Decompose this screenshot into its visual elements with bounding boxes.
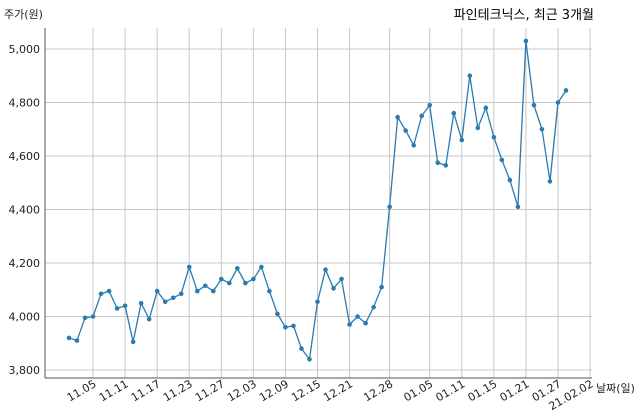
data-point: [138, 300, 144, 306]
data-point: [515, 204, 521, 210]
data-point: [523, 38, 529, 44]
data-point: [347, 322, 352, 327]
data-point: [363, 320, 368, 326]
data-point: [210, 288, 216, 294]
data-point: [267, 288, 272, 294]
data-point: [355, 314, 360, 319]
y-tick-label: 4,000: [9, 311, 41, 324]
data-point: [154, 288, 160, 294]
data-point: [251, 276, 256, 282]
data-point: [66, 335, 72, 341]
data-point: [475, 125, 481, 131]
x-tick-label: 01.05: [401, 377, 435, 404]
data-point: [98, 291, 104, 297]
data-point: [467, 73, 473, 79]
data-point: [507, 177, 513, 183]
data-point: [427, 102, 433, 108]
x-tick-label: 12.28: [361, 377, 395, 404]
chart-title: 파인테크닉스, 최근 3개월: [454, 8, 594, 23]
data-point: [451, 110, 457, 116]
axes: [44, 28, 592, 379]
x-tick-label: 11.17: [129, 377, 163, 404]
y-tick-label: 4,400: [9, 204, 41, 217]
data-point: [178, 291, 184, 297]
data-point: [122, 303, 128, 309]
data-point: [299, 346, 304, 351]
data-point: [259, 264, 264, 270]
grid-lines: [45, 28, 592, 378]
x-tick-label: 12.21: [321, 377, 355, 404]
x-tick-label: 11.11: [97, 377, 131, 404]
data-point: [443, 163, 449, 168]
data-point: [243, 280, 248, 286]
data-point: [235, 266, 240, 271]
data-point: [219, 276, 224, 282]
x-tick-label: 01.15: [466, 377, 500, 404]
data-point: [323, 267, 328, 272]
x-tick-label: 11.05: [65, 377, 99, 404]
data-point: [315, 299, 320, 305]
data-point: [547, 179, 553, 184]
data-point: [555, 100, 561, 105]
data-point: [491, 134, 497, 140]
data-point: [106, 288, 112, 294]
data-point: [227, 280, 232, 286]
x-tick-label: 11.23: [161, 377, 195, 404]
data-point: [283, 324, 288, 330]
x-tick-label: 01.21: [498, 377, 532, 404]
y-tick-label: 5,000: [9, 43, 41, 56]
data-point: [202, 283, 208, 289]
data-point: [371, 304, 376, 310]
x-tick-label: 12.03: [225, 377, 259, 404]
data-point: [379, 284, 384, 290]
y-tick-label: 4,600: [9, 150, 41, 163]
data-point: [291, 323, 296, 329]
data-point: [307, 357, 312, 362]
data-point: [531, 102, 537, 108]
data-point: [186, 264, 192, 270]
data-point: [74, 338, 80, 343]
data-point: [539, 126, 545, 132]
data-point: [90, 314, 96, 319]
y-tick-labels: 3,800 4,000 4,200 4,400 4,600 4,800 5,000: [9, 43, 41, 377]
data-point: [411, 143, 416, 148]
data-point: [146, 316, 152, 322]
x-tick-label: 12.15: [289, 377, 323, 404]
data-point: [435, 160, 441, 165]
x-tick-label: 01.11: [434, 377, 468, 404]
x-tick-label: 12.09: [257, 377, 291, 404]
x-tick-label: 11.27: [193, 377, 227, 404]
data-point: [170, 295, 176, 301]
data-point: [387, 204, 392, 210]
data-point: [82, 315, 88, 321]
data-point: [563, 88, 569, 93]
data-point: [275, 311, 280, 317]
data-point: [331, 286, 336, 291]
y-tick-label: 4,200: [9, 257, 41, 270]
data-point: [395, 114, 400, 120]
data-point: [403, 128, 408, 133]
data-point: [114, 306, 120, 311]
data-point: [419, 113, 425, 119]
y-axis-label: 주가(원): [4, 8, 43, 21]
data-point: [339, 276, 344, 282]
y-tick-label: 4,800: [9, 97, 41, 110]
x-axis-label: 날짜(일): [596, 381, 635, 395]
data-point: [194, 288, 200, 294]
y-tick-label: 3,800: [9, 364, 41, 377]
data-point: [130, 339, 136, 345]
x-tick-labels: 11.0511.1111.1711.2311.2712.0312.0912.15…: [65, 377, 596, 413]
data-point: [162, 299, 168, 305]
data-point: [499, 157, 505, 163]
series-layer: [66, 38, 569, 362]
data-point: [483, 105, 489, 111]
data-point: [459, 137, 465, 143]
